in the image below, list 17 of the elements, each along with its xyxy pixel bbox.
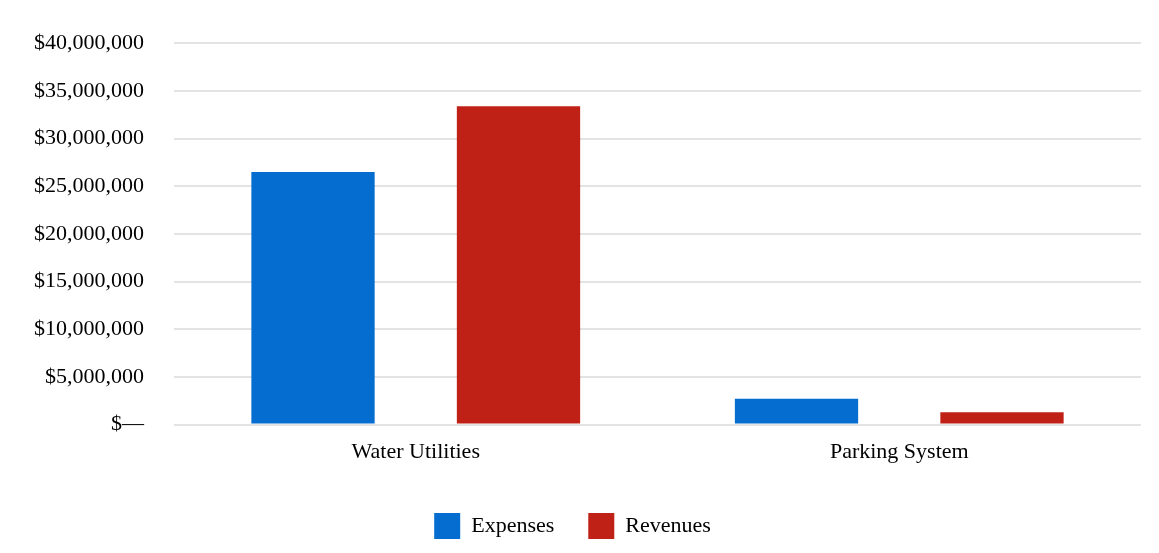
bar (251, 171, 375, 424)
x-tick-label: Water Utilities (351, 437, 480, 463)
y-tick-label: $20,000,000 (34, 219, 144, 245)
x-tick-label: Parking System (829, 437, 969, 463)
y-tick-label: $— (111, 410, 145, 436)
bar (734, 398, 859, 424)
y-tick-label: $25,000,000 (34, 172, 144, 198)
y-tick-label: $5,000,000 (45, 362, 144, 388)
legend-label: Expenses (471, 511, 555, 537)
y-tick-label: $40,000,000 (34, 28, 144, 54)
y-tick-label: $30,000,000 (34, 124, 144, 150)
bar (940, 412, 1064, 424)
legend-label: Revenues (625, 511, 711, 537)
bar (456, 106, 581, 424)
y-tick-label: $15,000,000 (34, 267, 144, 293)
y-tick-label: $10,000,000 (34, 315, 144, 341)
y-tick-label: $35,000,000 (34, 76, 144, 102)
